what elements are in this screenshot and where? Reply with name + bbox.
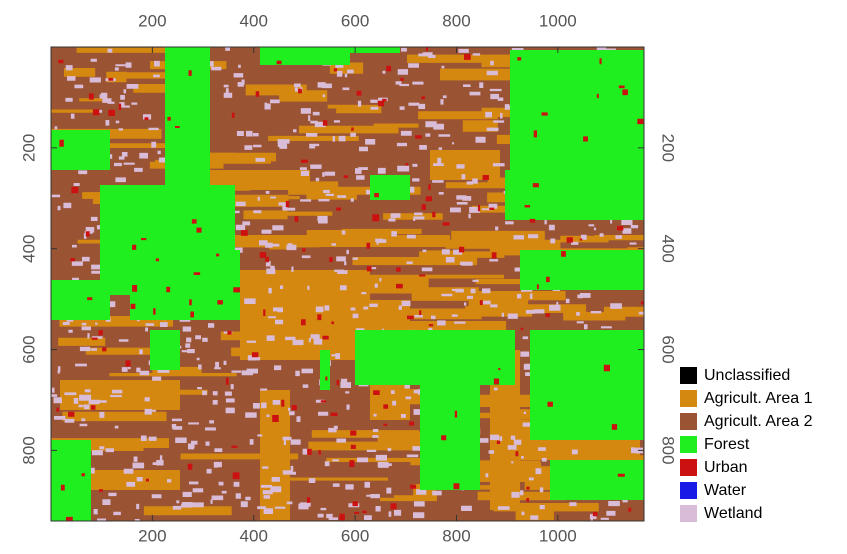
legend-label: Agricult. Area 1 — [704, 390, 813, 407]
legend-swatch — [680, 413, 697, 430]
legend-label: Urban — [704, 459, 748, 476]
page: 200 200 400 400 600 600 800 800 1000 1000 200 200 40… — [0, 0, 847, 554]
legend-swatch — [680, 367, 697, 384]
x-tick-label-bottom: 1000 — [539, 526, 577, 545]
x-tick-label-top: 200 — [138, 11, 166, 30]
x-tick-label-bottom: 800 — [442, 526, 470, 545]
legend-label: Agricult. Area 2 — [704, 413, 813, 430]
x-tick-label-top: 600 — [341, 11, 369, 30]
y-tick-label-left: 400 — [19, 235, 38, 263]
legend-label: Water — [704, 482, 747, 499]
y-tick-label-right: 800 — [659, 436, 678, 464]
classified-raster — [31, 45, 751, 524]
legend-swatch — [680, 505, 697, 522]
y-tick-label-left: 800 — [19, 436, 38, 464]
legend-label: Wetland — [704, 505, 762, 522]
legend-label: Forest — [704, 436, 750, 453]
x-tick-label-top: 800 — [442, 11, 470, 30]
legend-swatch — [680, 482, 697, 499]
x-tick-label-bottom: 400 — [240, 526, 268, 545]
y-tick-label-right: 200 — [659, 134, 678, 162]
map-figure: 200 200 400 400 600 600 800 800 1000 1000 200 200 40… — [0, 0, 847, 554]
y-tick-label-right: 400 — [659, 235, 678, 263]
legend-swatch — [680, 390, 697, 407]
x-tick-label-bottom: 200 — [138, 526, 166, 545]
x-tick-label-top: 1000 — [539, 11, 577, 30]
x-tick-label-top: 400 — [240, 11, 268, 30]
legend-swatch — [680, 436, 697, 453]
legend-label: Unclassified — [704, 367, 790, 384]
x-tick-label-bottom: 600 — [341, 526, 369, 545]
legend-swatch — [680, 459, 697, 476]
legend: Unclassified Agricult. Area 1 Agricult. Ar… — [680, 367, 813, 522]
y-tick-label-right: 600 — [659, 335, 678, 363]
y-tick-label-left: 200 — [19, 134, 38, 162]
y-tick-label-left: 600 — [19, 335, 38, 363]
